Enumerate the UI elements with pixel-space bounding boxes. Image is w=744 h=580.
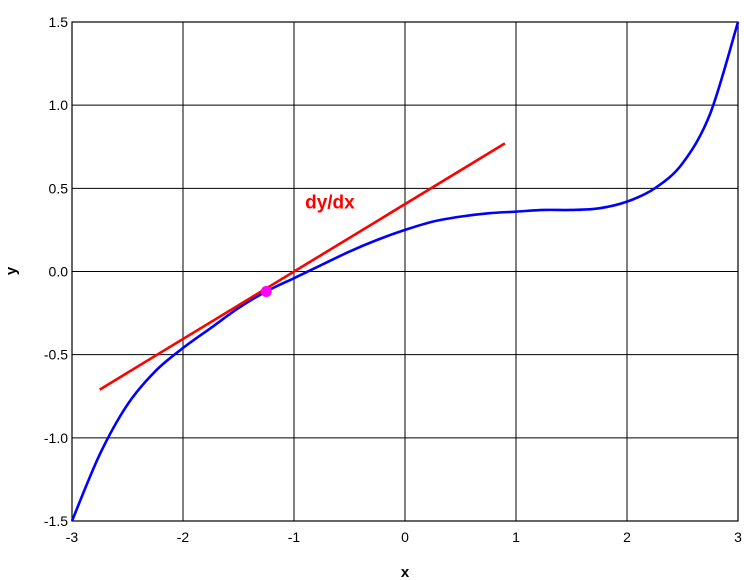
x-tick-label: -1 [288,529,301,545]
curve-line [70,21,740,522]
x-tick-label: 2 [623,529,631,545]
tangent-line [99,142,506,391]
y-tick-label: -1.5 [44,513,68,529]
tangent-point-marker [260,285,272,297]
y-tick-label: 1.0 [49,97,69,113]
x-tick-label: 3 [734,529,742,545]
x-tick-label: -3 [66,529,79,545]
points-group [260,285,272,297]
y-axis-title: y [3,266,20,275]
x-tick-labels: -3 -2 -1 0 1 2 3 [66,529,742,545]
y-tick-label: -0.5 [44,347,68,363]
x-tick-label: 0 [401,529,409,545]
y-tick-label: 1.5 [49,14,69,30]
y-tick-labels: -1.5 -1.0 -0.5 0.0 0.5 1.0 1.5 [44,14,68,529]
annotations-group: dy/dx [305,192,355,213]
y-tick-label: 0.0 [49,264,69,280]
series-group [70,21,740,522]
y-tick-label: 0.5 [49,180,69,196]
x-tick-label: 1 [512,529,520,545]
x-tick-label: -2 [177,529,190,545]
annotation-dydx: dy/dx [305,192,355,213]
y-tick-label: -1.0 [44,430,68,446]
grid [71,21,739,522]
x-axis-title: x [401,564,410,580]
